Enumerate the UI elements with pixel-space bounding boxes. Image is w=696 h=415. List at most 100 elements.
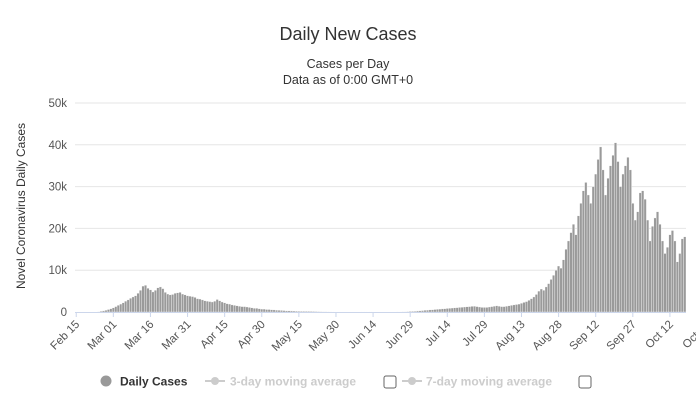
bar[interactable] bbox=[131, 296, 135, 313]
bar[interactable] bbox=[614, 142, 617, 313]
bar[interactable] bbox=[502, 306, 506, 313]
bar[interactable] bbox=[544, 286, 548, 313]
bar[interactable] bbox=[156, 287, 160, 313]
legend-item-daily-cases[interactable]: Daily Cases bbox=[100, 375, 188, 389]
bar[interactable] bbox=[559, 267, 563, 313]
bar[interactable] bbox=[183, 294, 187, 313]
bar[interactable] bbox=[220, 301, 224, 313]
bar[interactable] bbox=[208, 301, 212, 313]
bar[interactable] bbox=[448, 308, 452, 313]
bar[interactable] bbox=[628, 169, 632, 313]
bar[interactable] bbox=[280, 310, 283, 313]
bar[interactable] bbox=[670, 230, 674, 313]
bar[interactable] bbox=[297, 310, 301, 313]
bar[interactable] bbox=[294, 310, 298, 313]
bar[interactable] bbox=[584, 182, 588, 313]
bar[interactable] bbox=[218, 300, 222, 313]
bar[interactable] bbox=[683, 236, 687, 313]
bar[interactable] bbox=[450, 307, 454, 313]
bar[interactable] bbox=[106, 309, 110, 313]
bar[interactable] bbox=[445, 308, 449, 313]
bar[interactable] bbox=[567, 240, 570, 313]
bar[interactable] bbox=[562, 259, 565, 313]
bar[interactable] bbox=[591, 186, 595, 313]
bar[interactable] bbox=[589, 203, 593, 313]
bar[interactable] bbox=[497, 305, 501, 313]
bar[interactable] bbox=[468, 306, 471, 313]
bar[interactable] bbox=[643, 198, 647, 313]
bar[interactable] bbox=[121, 302, 125, 313]
bar[interactable] bbox=[547, 283, 551, 313]
bar[interactable] bbox=[272, 309, 276, 313]
bar[interactable] bbox=[215, 299, 219, 313]
bar[interactable] bbox=[465, 306, 469, 313]
bar[interactable] bbox=[168, 294, 172, 313]
bar[interactable] bbox=[485, 307, 489, 313]
bar[interactable] bbox=[245, 306, 249, 313]
bar[interactable] bbox=[188, 295, 192, 313]
bar[interactable] bbox=[641, 190, 645, 313]
bar[interactable] bbox=[114, 306, 118, 313]
legend-item-3-day-moving-average[interactable]: 3-day moving average bbox=[205, 375, 356, 389]
bar[interactable] bbox=[139, 290, 142, 313]
bar[interactable] bbox=[619, 186, 622, 313]
bar[interactable] bbox=[161, 288, 165, 313]
bar[interactable] bbox=[440, 308, 444, 313]
bar[interactable] bbox=[178, 292, 182, 313]
bar[interactable] bbox=[505, 305, 509, 313]
bar[interactable] bbox=[631, 203, 635, 313]
bar[interactable] bbox=[626, 157, 630, 313]
bar[interactable] bbox=[426, 309, 429, 313]
bar[interactable] bbox=[527, 300, 531, 313]
bar[interactable] bbox=[569, 232, 573, 313]
bar[interactable] bbox=[257, 308, 261, 313]
bar[interactable] bbox=[542, 290, 546, 313]
bar[interactable] bbox=[233, 305, 236, 313]
bar[interactable] bbox=[616, 161, 620, 313]
bar[interactable] bbox=[250, 307, 254, 313]
bar[interactable] bbox=[621, 173, 625, 313]
bar[interactable] bbox=[475, 306, 479, 313]
bar[interactable] bbox=[482, 307, 486, 313]
bar[interactable] bbox=[282, 310, 286, 313]
bar[interactable] bbox=[680, 238, 684, 313]
bar[interactable] bbox=[487, 306, 491, 313]
bar[interactable] bbox=[673, 240, 677, 313]
bar[interactable] bbox=[317, 311, 321, 313]
bar[interactable] bbox=[270, 309, 274, 313]
bar[interactable] bbox=[492, 305, 496, 313]
bar[interactable] bbox=[102, 310, 105, 313]
bar[interactable] bbox=[235, 305, 239, 313]
bar[interactable] bbox=[443, 308, 447, 313]
bar[interactable] bbox=[460, 307, 464, 313]
bar[interactable] bbox=[418, 310, 422, 313]
bar[interactable] bbox=[423, 310, 427, 313]
bar[interactable] bbox=[265, 309, 269, 313]
bar[interactable] bbox=[223, 302, 227, 313]
bar[interactable] bbox=[554, 270, 558, 313]
bar[interactable] bbox=[646, 219, 650, 313]
bar[interactable] bbox=[124, 300, 128, 313]
bar[interactable] bbox=[601, 169, 605, 313]
bar[interactable] bbox=[292, 310, 296, 313]
bar[interactable] bbox=[453, 307, 457, 313]
bar[interactable] bbox=[173, 293, 177, 313]
bar[interactable] bbox=[262, 308, 266, 313]
bar[interactable] bbox=[539, 288, 543, 313]
bar[interactable] bbox=[104, 310, 108, 313]
bar[interactable] bbox=[228, 303, 232, 313]
bar[interactable] bbox=[581, 190, 585, 313]
bar[interactable] bbox=[522, 302, 526, 313]
bar[interactable] bbox=[433, 309, 437, 313]
bar[interactable] bbox=[129, 298, 133, 313]
bar[interactable] bbox=[111, 307, 115, 313]
bar[interactable] bbox=[158, 286, 162, 313]
bar[interactable] bbox=[611, 155, 615, 313]
bar[interactable] bbox=[144, 285, 147, 313]
bar[interactable] bbox=[193, 297, 197, 313]
bar[interactable] bbox=[537, 290, 541, 313]
bar[interactable] bbox=[198, 298, 202, 313]
bar[interactable] bbox=[549, 279, 553, 313]
bar[interactable] bbox=[191, 296, 194, 313]
bar[interactable] bbox=[166, 293, 170, 313]
